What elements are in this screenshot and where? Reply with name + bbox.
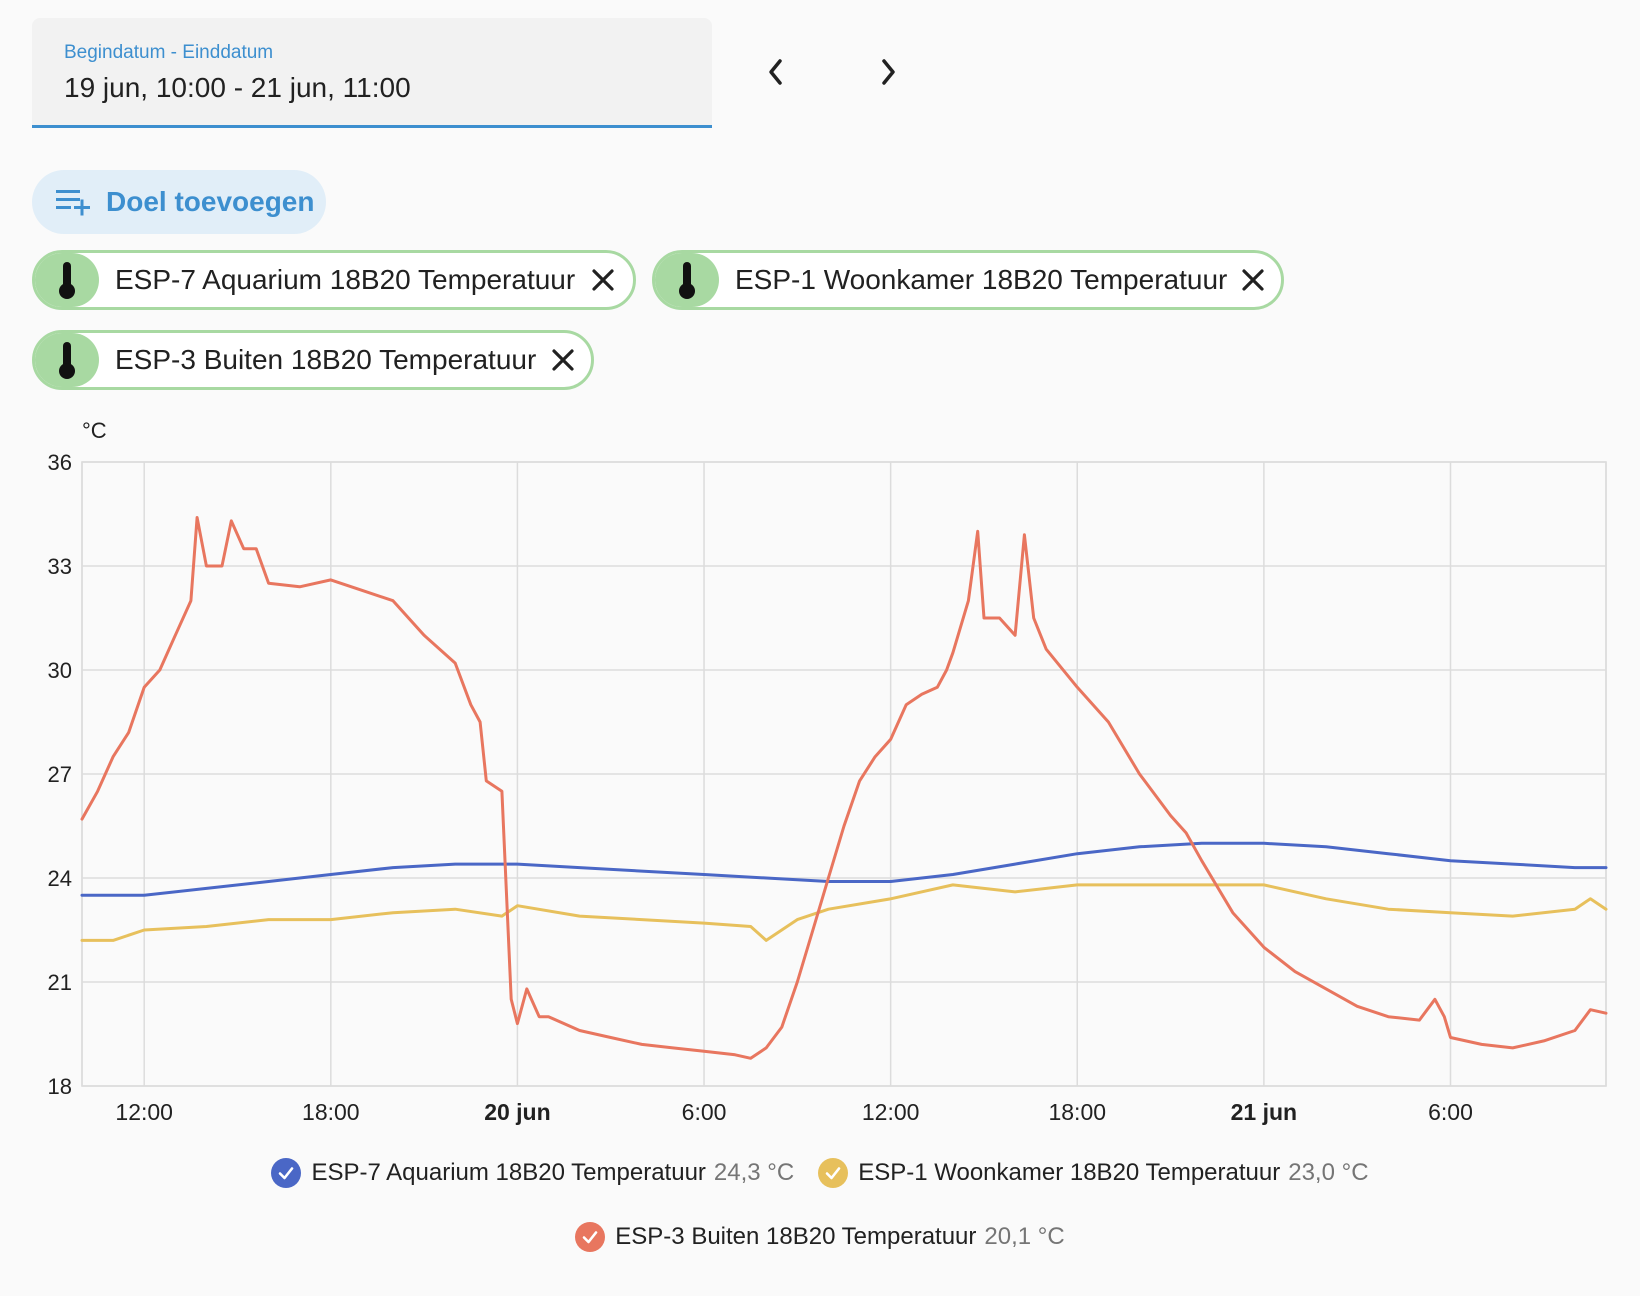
x-tick-label: 6:00 bbox=[682, 1099, 727, 1125]
legend-item-buiten[interactable]: ESP-3 Buiten 18B20 Temperatuur 20,1 °C bbox=[575, 1222, 1065, 1252]
target-chip-label: ESP-1 Woonkamer 18B20 Temperatuur bbox=[735, 264, 1228, 295]
add-target-label: Doel toevoegen bbox=[106, 186, 315, 217]
x-tick-label: 6:00 bbox=[1428, 1099, 1473, 1125]
y-axis-unit: °C bbox=[82, 418, 107, 443]
chart-legend-row-1: ESP-7 Aquarium 18B20 Temperatuur 24,3 °C… bbox=[0, 1158, 1640, 1188]
x-tick-label: 12:00 bbox=[862, 1099, 920, 1125]
thermometer-icon bbox=[655, 253, 719, 307]
x-tick-label: 18:00 bbox=[302, 1099, 360, 1125]
target-chip-label: ESP-7 Aquarium 18B20 Temperatuur bbox=[115, 264, 576, 295]
close-icon bbox=[1242, 269, 1264, 291]
y-axis-ticks: 18 21 24 27 30 33 36 bbox=[48, 450, 72, 1099]
next-period-button[interactable] bbox=[860, 46, 916, 102]
y-tick-label: 18 bbox=[48, 1074, 72, 1099]
chevron-left-icon bbox=[764, 57, 788, 92]
remove-target-button[interactable] bbox=[581, 256, 625, 304]
x-tick-label: 21 jun bbox=[1231, 1099, 1297, 1125]
x-tick-label: 12:00 bbox=[115, 1099, 173, 1125]
legend-current-value: 24,3 °C bbox=[713, 1159, 795, 1186]
legend-label: ESP-7 Aquarium 18B20 Temperatuur bbox=[311, 1159, 706, 1186]
chart-series bbox=[80, 516, 1608, 1060]
chart-grid bbox=[81, 461, 1607, 1087]
x-axis-ticks: 12:00 18:00 20 jun 6:00 12:00 18:00 21 jun 6:00 bbox=[115, 1099, 1472, 1125]
thermometer-icon bbox=[35, 253, 99, 307]
legend-item-woonkamer[interactable]: ESP-1 Woonkamer 18B20 Temperatuur 23,0 °… bbox=[818, 1158, 1369, 1188]
series-line-1 bbox=[80, 883, 1608, 942]
target-chip-label: ESP-3 Buiten 18B20 Temperatuur bbox=[115, 344, 537, 375]
target-chip-buiten[interactable]: ESP-3 Buiten 18B20 Temperatuur bbox=[32, 330, 594, 390]
date-range-field[interactable]: Begindatum - Einddatum 19 jun, 10:00 - 2… bbox=[32, 18, 712, 128]
check-icon bbox=[575, 1222, 606, 1252]
y-tick-label: 21 bbox=[48, 970, 72, 995]
date-range-label: Begindatum - Einddatum bbox=[64, 42, 274, 63]
legend-label: ESP-1 Woonkamer 18B20 Temperatuur bbox=[858, 1159, 1281, 1186]
close-icon bbox=[592, 269, 614, 291]
remove-target-button[interactable] bbox=[542, 336, 583, 384]
chevron-right-icon bbox=[876, 57, 900, 92]
series-line-0 bbox=[80, 841, 1608, 897]
previous-period-button[interactable] bbox=[748, 46, 804, 102]
date-range-value: 19 jun, 10:00 - 21 jun, 11:00 bbox=[64, 72, 411, 103]
legend-current-value: 23,0 °C bbox=[1288, 1159, 1369, 1186]
legend-current-value: 20,1 °C bbox=[984, 1223, 1065, 1250]
legend-label: ESP-3 Buiten 18B20 Temperatuur bbox=[615, 1223, 977, 1250]
add-target-button[interactable]: Doel toevoegen bbox=[32, 170, 326, 234]
target-chip-aquarium[interactable]: ESP-7 Aquarium 18B20 Temperatuur bbox=[32, 250, 636, 310]
chart-legend-row-2: ESP-3 Buiten 18B20 Temperatuur 20,1 °C bbox=[0, 1222, 1640, 1252]
y-tick-label: 30 bbox=[48, 658, 72, 683]
check-icon bbox=[818, 1158, 849, 1188]
close-icon bbox=[552, 349, 574, 371]
x-tick-label: 20 jun bbox=[484, 1099, 550, 1125]
thermometer-icon bbox=[35, 333, 99, 387]
remove-target-button[interactable] bbox=[1233, 256, 1273, 304]
y-tick-label: 27 bbox=[48, 762, 72, 787]
series-line-2 bbox=[80, 516, 1608, 1060]
y-tick-label: 36 bbox=[48, 450, 72, 475]
y-tick-label: 33 bbox=[48, 554, 72, 579]
y-tick-label: 24 bbox=[48, 866, 72, 891]
playlist-plus-icon bbox=[54, 180, 98, 224]
check-icon bbox=[271, 1158, 302, 1188]
target-chip-woonkamer[interactable]: ESP-1 Woonkamer 18B20 Temperatuur bbox=[652, 250, 1284, 310]
legend-item-aquarium[interactable]: ESP-7 Aquarium 18B20 Temperatuur 24,3 °C bbox=[271, 1158, 794, 1188]
x-tick-label: 18:00 bbox=[1048, 1099, 1106, 1125]
